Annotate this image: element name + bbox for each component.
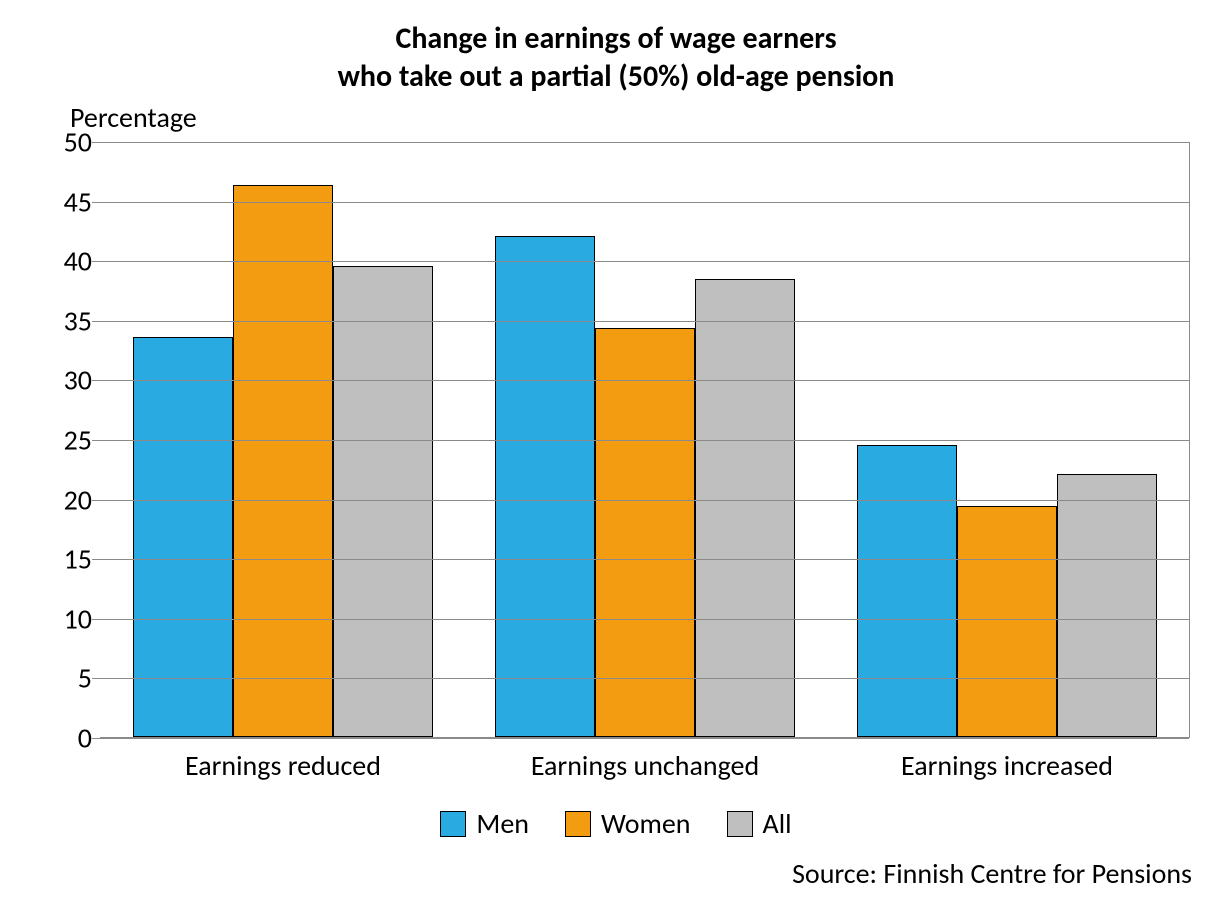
y-tick-label: 50 — [12, 125, 92, 160]
y-tick-mark — [92, 559, 100, 560]
y-tick-label: 30 — [12, 363, 92, 398]
y-tick-label: 0 — [12, 721, 92, 756]
y-tick-mark — [92, 261, 100, 262]
legend-label: All — [763, 806, 792, 841]
legend-item: All — [727, 806, 792, 841]
bar — [595, 328, 695, 737]
gridline — [100, 380, 1189, 381]
plot-area — [100, 142, 1190, 738]
legend-swatch — [727, 811, 753, 837]
bar — [233, 185, 333, 737]
gridline — [100, 261, 1189, 262]
source-text: Source: Finnish Centre for Pensions — [792, 856, 1192, 891]
y-tick-mark — [92, 202, 100, 203]
legend-item: Men — [440, 806, 529, 841]
legend-item: Women — [565, 806, 691, 841]
gridline — [100, 202, 1189, 203]
legend-swatch — [440, 811, 466, 837]
bar — [695, 279, 795, 737]
chart-title: Change in earnings of wage earners who t… — [0, 20, 1232, 95]
gridline — [100, 559, 1189, 560]
y-tick-mark — [92, 500, 100, 501]
gridline — [100, 738, 1189, 739]
bar — [1057, 474, 1157, 737]
y-tick-label: 10 — [12, 601, 92, 636]
gridline — [100, 321, 1189, 322]
bar — [957, 506, 1057, 737]
y-tick-mark — [92, 142, 100, 143]
bar — [495, 236, 595, 737]
gridline — [100, 500, 1189, 501]
legend-label: Men — [476, 806, 529, 841]
y-tick-mark — [92, 440, 100, 441]
y-tick-mark — [92, 380, 100, 381]
y-tick-mark — [92, 678, 100, 679]
bar — [857, 445, 957, 737]
y-tick-label: 5 — [12, 661, 92, 696]
y-tick-label: 45 — [12, 184, 92, 219]
y-tick-label: 15 — [12, 542, 92, 577]
y-tick-label: 25 — [12, 423, 92, 458]
y-tick-label: 20 — [12, 482, 92, 517]
gridline — [100, 440, 1189, 441]
bar — [133, 337, 233, 738]
y-tick-mark — [92, 619, 100, 620]
gridline — [100, 678, 1189, 679]
x-tick-label: Earnings reduced — [133, 748, 433, 783]
y-tick-label: 35 — [12, 303, 92, 338]
x-tick-label: Earnings increased — [857, 748, 1157, 783]
legend: Men Women All — [0, 806, 1232, 841]
gridline — [100, 619, 1189, 620]
legend-swatch — [565, 811, 591, 837]
x-tick-label: Earnings unchanged — [495, 748, 795, 783]
gridline — [100, 142, 1189, 143]
legend-label: Women — [601, 806, 691, 841]
y-tick-mark — [92, 321, 100, 322]
y-tick-label: 40 — [12, 244, 92, 279]
chart-container: Change in earnings of wage earners who t… — [0, 0, 1232, 914]
chart-title-line1: Change in earnings of wage earners — [395, 20, 836, 57]
chart-title-line2: who take out a partial (50%) old-age pen… — [338, 58, 895, 95]
y-tick-mark — [92, 738, 100, 739]
bar — [333, 266, 433, 737]
